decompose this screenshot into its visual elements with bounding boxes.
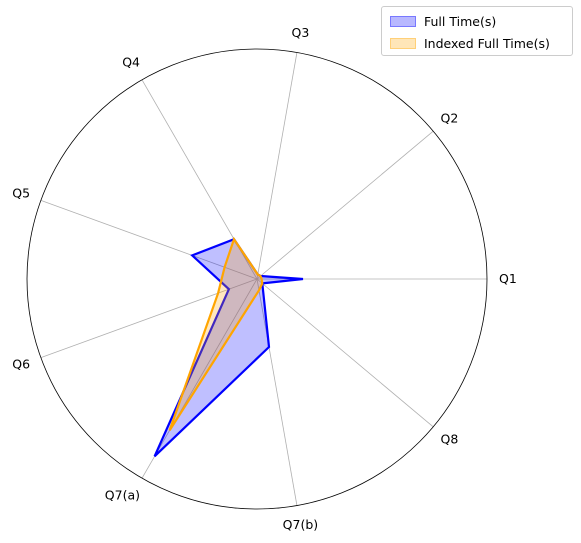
legend-label-indexed-full-time: Indexed Full Time(s) <box>424 35 550 51</box>
legend-item-indexed-full-time: Indexed Full Time(s) <box>390 35 550 51</box>
series-line-1 <box>168 236 264 431</box>
outer-ring <box>26 48 488 510</box>
category-label-q6: Q6 <box>12 357 30 372</box>
category-label-q4: Q4 <box>122 54 140 69</box>
legend: Full Time(s) Indexed Full Time(s) <box>381 6 573 56</box>
spoke-q7a <box>141 278 258 479</box>
category-label-q8: Q8 <box>441 432 459 447</box>
legend-item-full-time: Full Time(s) <box>390 13 496 29</box>
series-area-1 <box>169 239 263 431</box>
category-label-q3: Q3 <box>292 25 310 40</box>
category-label-q7b: Q7(b) <box>283 517 318 532</box>
spoke-q5 <box>40 199 258 280</box>
spoke-q7b <box>256 278 298 506</box>
radar-grid <box>26 48 488 510</box>
spoke-q3 <box>256 52 298 280</box>
category-labels: Q1 Q2 Q3 Q4 Q5 Q6 Q7(a) Q7(b) Q8 <box>12 25 517 532</box>
spoke-q6 <box>40 278 258 359</box>
radar-series <box>153 236 304 458</box>
series-area-0 <box>154 239 303 457</box>
spoke-q2 <box>256 130 434 280</box>
category-label-q2: Q2 <box>441 110 459 125</box>
legend-label-full-time: Full Time(s) <box>424 13 497 29</box>
legend-swatch-full-time <box>390 15 416 27</box>
category-label-q1: Q1 <box>499 271 517 286</box>
category-label-q5: Q5 <box>12 185 30 200</box>
legend-swatch-indexed-full-time <box>390 37 416 49</box>
category-label-q7a: Q7(a) <box>105 488 140 503</box>
spoke-q8 <box>256 278 434 428</box>
